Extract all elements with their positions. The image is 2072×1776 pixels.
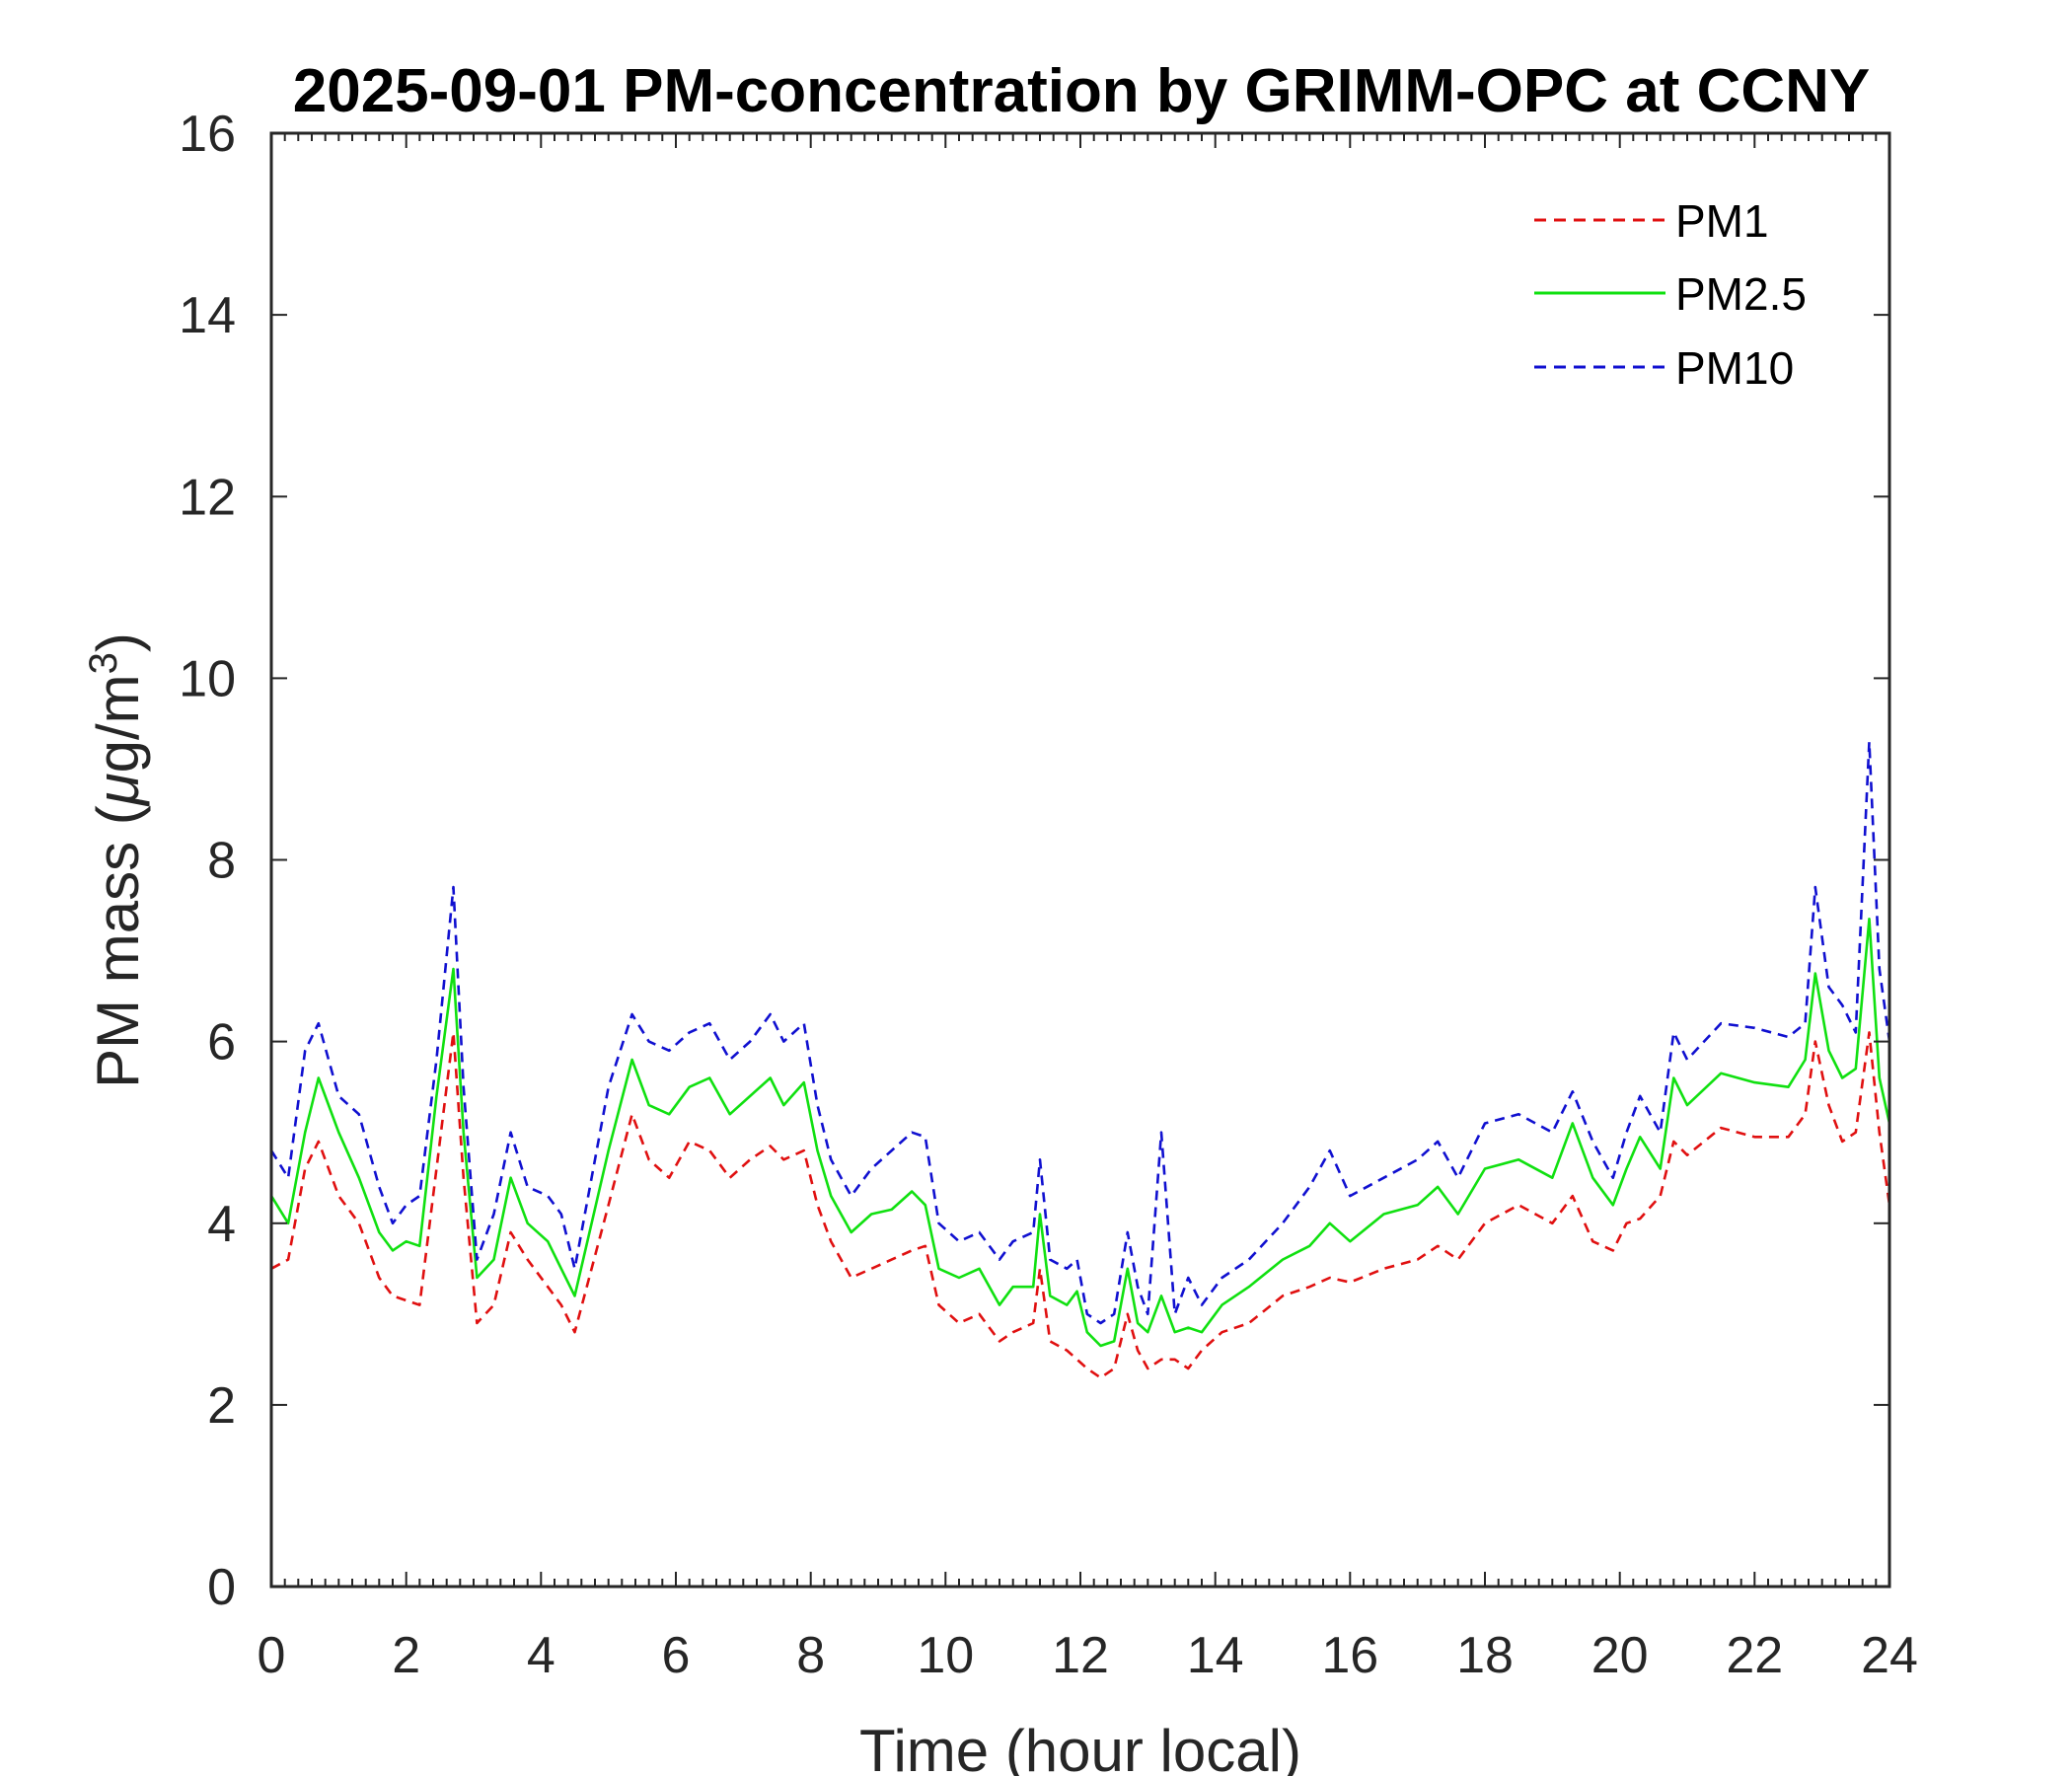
x-tick-label: 4 — [527, 1627, 555, 1684]
y-axis-label: PM mass (μg/m3) — [82, 632, 151, 1088]
x-tick-label: 24 — [1861, 1627, 1918, 1684]
series-line-pm25 — [269, 917, 1891, 1348]
y-axis-label-mu: μ — [85, 773, 151, 807]
y-tick-label: 2 — [207, 1377, 236, 1435]
chart-title: 2025-09-01 PM-concentration by GRIMM-OPC… — [293, 57, 1871, 125]
x-tick-label: 10 — [917, 1627, 974, 1684]
x-axis-label: Time (hour local) — [859, 1718, 1301, 1776]
legend-label-pm25: PM2.5 — [1675, 268, 1807, 320]
x-tick-label: 18 — [1456, 1627, 1514, 1684]
y-tick-label: 4 — [207, 1196, 236, 1253]
y-tick-label: 16 — [179, 106, 236, 163]
series-line-pm10 — [269, 740, 1891, 1325]
y-axis-label-superscript: 3 — [82, 652, 125, 674]
y-tick-label: 10 — [179, 650, 236, 707]
series-line-pm1 — [270, 1031, 1891, 1379]
y-tick-labels: 0 2 4 6 8 10 12 14 16 — [179, 106, 236, 1616]
x-tick-label: 14 — [1187, 1627, 1244, 1684]
x-tick-label: 0 — [258, 1627, 286, 1684]
legend: PM1 PM2.5 PM10 — [1534, 195, 1807, 394]
x-tick-label: 2 — [392, 1627, 420, 1684]
legend-label-pm1: PM1 — [1675, 195, 1769, 247]
y-tick-label: 12 — [179, 469, 236, 526]
y-axis-label-unit: g/m — [85, 674, 151, 773]
y-axis-label-suffix: ) — [85, 632, 151, 652]
series-layer — [269, 740, 1891, 1379]
y-axis-label-prefix: PM mass ( — [85, 805, 151, 1088]
x-tick-label: 12 — [1052, 1627, 1109, 1684]
x-tick-label: 6 — [662, 1627, 691, 1684]
y-tick-label: 6 — [207, 1014, 236, 1072]
legend-label-pm10: PM10 — [1675, 342, 1794, 394]
y-tick-label: 8 — [207, 833, 236, 890]
x-tick-labels: 0 2 4 6 8 10 12 14 16 18 20 22 24 — [258, 1627, 1918, 1684]
x-tick-label: 20 — [1591, 1627, 1649, 1684]
y-tick-label: 0 — [207, 1559, 236, 1616]
axis-ticks — [270, 132, 1890, 1588]
y-tick-label: 14 — [179, 287, 236, 344]
x-tick-label: 22 — [1726, 1627, 1783, 1684]
x-tick-label: 16 — [1321, 1627, 1378, 1684]
x-tick-label: 8 — [796, 1627, 825, 1684]
